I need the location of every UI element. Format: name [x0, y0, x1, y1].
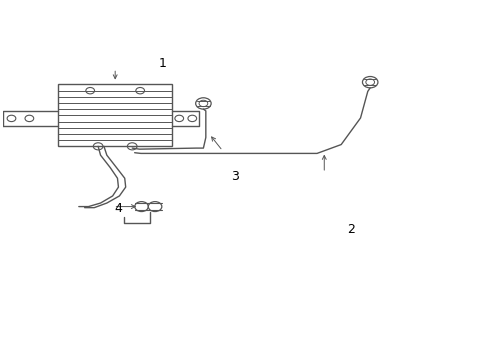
Text: 4: 4 — [115, 202, 122, 215]
Text: 3: 3 — [230, 170, 238, 183]
Text: 2: 2 — [346, 223, 354, 236]
Text: 1: 1 — [158, 57, 166, 69]
